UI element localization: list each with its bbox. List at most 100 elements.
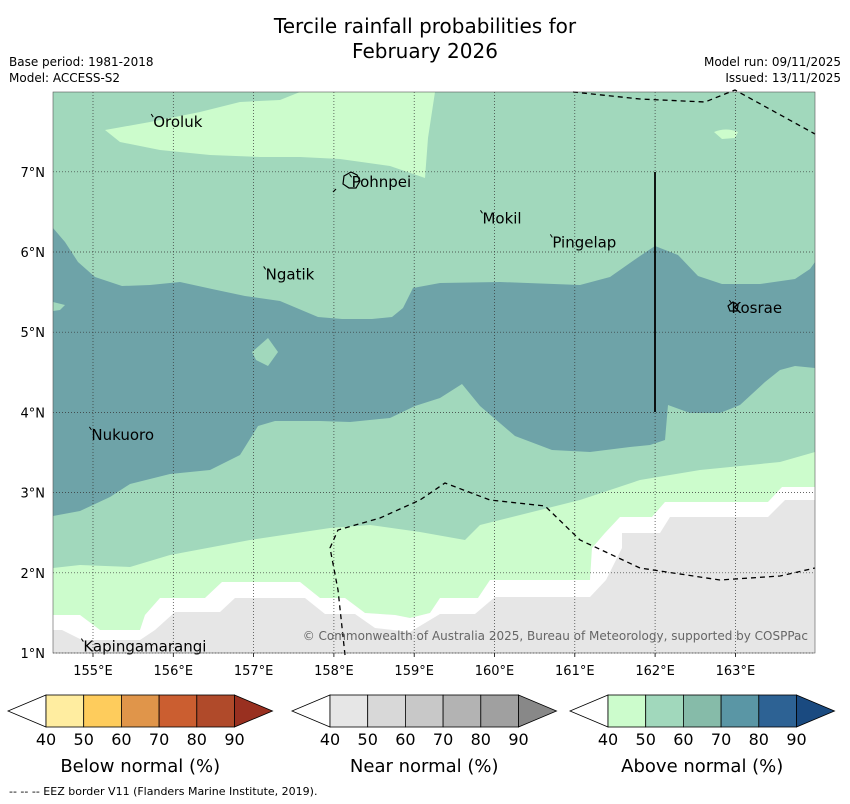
legend-tick-label: 60	[395, 730, 415, 749]
place-marker	[728, 299, 732, 304]
lon-tick-label: 163°E	[716, 664, 756, 679]
pohnpei-island-outline	[342, 171, 361, 189]
map-frame	[52, 91, 816, 654]
legend-tick-label: 80	[471, 730, 491, 749]
place-label: Ngatik	[266, 265, 315, 283]
island-patch-ngatik	[252, 338, 278, 366]
legend-tick-label: 50	[636, 730, 656, 749]
base-period: Base period: 1981-2018	[9, 55, 154, 69]
legend-swatch	[645, 694, 684, 728]
legend-swatch	[196, 694, 235, 728]
place-marker	[150, 113, 154, 118]
legend-swatch	[442, 694, 482, 728]
meta-right: Model run: 09/11/2025 Issued: 13/11/2025	[704, 54, 841, 86]
place-marker	[263, 266, 267, 270]
legend-swatch	[758, 694, 797, 728]
legend-swatch	[329, 694, 369, 728]
legend-tick-label: 90	[508, 730, 528, 749]
legend-tick-label: 70	[711, 730, 731, 749]
place-marker	[88, 426, 92, 431]
axis-labels: 155°E 156°E 157°E 158°E 159°E 160°E 161°E 162°E…	[21, 166, 756, 679]
legend-tick-label: 50	[358, 730, 378, 749]
legend-swatch	[683, 694, 722, 728]
title-line-1: Tercile rainfall probabilities for	[273, 14, 577, 38]
lon-tick-label: 157°E	[234, 664, 274, 679]
model-run: Model run: 09/11/2025	[703, 55, 841, 69]
legend-swatch	[480, 694, 519, 728]
chart-title: Tercile rainfall probabilities for Febru…	[0, 14, 850, 64]
lat-tick-label: 4°N	[21, 406, 46, 421]
place-label: Pingelap	[552, 233, 616, 251]
lon-tick-label: 159°E	[394, 664, 434, 679]
place-marker	[80, 638, 84, 642]
eez-footnote: -- -- -- EEZ border V11 (Flanders Marine…	[9, 785, 318, 798]
place-label: Kapingamarangi	[83, 638, 206, 656]
island-patch-west	[53, 302, 65, 311]
lat-tick-label: 1°N	[21, 647, 46, 662]
lat-tick-label: 5°N	[21, 326, 46, 341]
place-label: Kosrae	[731, 299, 782, 317]
legend-swatch	[83, 694, 122, 728]
legend-2: 40 50 60 70 80 90 Near normal (%)	[290, 694, 558, 777]
place-marker	[480, 210, 483, 214]
legend-swatch	[404, 694, 444, 728]
lon-tick-label: 158°E	[314, 664, 354, 679]
model-name: Model: ACCESS-S2	[9, 71, 121, 85]
legend-left-arrow	[6, 694, 47, 728]
legend-right-arrow	[234, 694, 274, 728]
pohnpei-islet-mark	[332, 188, 337, 193]
gridlines	[53, 92, 815, 654]
eez-border-south	[329, 482, 816, 656]
lat-tick-label: 6°N	[21, 246, 46, 261]
lon-tick-label: 160°E	[475, 664, 515, 679]
legend-tick-label: 80	[187, 730, 207, 749]
lon-tick-label: 155°E	[73, 664, 113, 679]
legend-tick-label: 70	[433, 730, 453, 749]
place-label: Pohnpei	[352, 173, 412, 191]
legend-swatch	[367, 694, 406, 728]
place-label: Nukuoro	[91, 426, 154, 444]
legend-swatch	[607, 694, 647, 728]
kosrae-island-outline	[727, 301, 739, 312]
legend-tick-label: 90	[224, 730, 244, 749]
issued-date: Issued: 13/11/2025	[725, 71, 841, 85]
legend-left-arrow	[568, 694, 609, 728]
legend-tick-label: 40	[598, 730, 618, 749]
lon-tick-label: 161°E	[555, 664, 595, 679]
legend-swatch	[121, 694, 160, 728]
legend-right-arrow	[518, 694, 558, 728]
place-marker	[349, 173, 352, 178]
place-label: Mokil	[482, 209, 521, 227]
light-green-patch	[714, 129, 738, 139]
legend-title: Near normal (%)	[350, 756, 499, 777]
legend-tick-label: 40	[36, 730, 56, 749]
legend-title: Below normal (%)	[60, 756, 220, 777]
legend-tick-label: 80	[749, 730, 769, 749]
map-fields	[53, 92, 815, 653]
legend-tick-label: 60	[673, 730, 693, 749]
eez-borders	[329, 89, 816, 656]
place-marker	[549, 234, 553, 238]
legend-swatch	[45, 694, 85, 728]
title-line-2: February 2026	[352, 39, 498, 63]
legend-tick-label: 50	[74, 730, 94, 749]
legend-tick-label: 90	[786, 730, 806, 749]
lat-tick-label: 2°N	[21, 567, 46, 582]
copyright-notice: © Commonwealth of Australia 2025, Bureau…	[303, 629, 808, 643]
place-labels: Oroluk Pohnpei Mokil Pingelap Ngatik Kosrae Nu…	[80, 113, 782, 656]
lat-tick-label: 7°N	[21, 166, 46, 181]
white-transition-band	[53, 487, 815, 640]
legend-swatch	[720, 694, 760, 728]
island-outlines	[332, 171, 739, 312]
lon-tick-label: 162°E	[635, 664, 675, 679]
legend-tick-label: 70	[149, 730, 169, 749]
legend-tick-label: 40	[320, 730, 340, 749]
legend-tick-label: 60	[111, 730, 131, 749]
legend-right-arrow	[796, 694, 836, 728]
place-label: Oroluk	[153, 113, 202, 131]
lat-tick-label: 3°N	[21, 487, 46, 502]
